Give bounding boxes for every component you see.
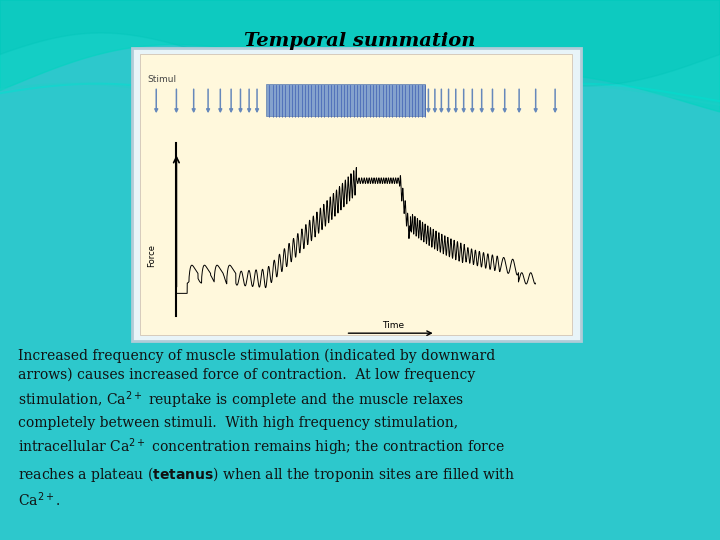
Text: Time: Time [382,321,404,330]
Text: Temporal summation: Temporal summation [244,31,476,50]
Text: Force: Force [147,244,156,267]
Bar [266,84,425,116]
Bar [140,54,572,335]
Text: Increased frequency of muscle stimulation (indicated by downward
arrows) causes : Increased frequency of muscle stimulatio… [18,348,515,509]
Bar [132,48,581,341]
Text: Stimul: Stimul [148,75,176,84]
